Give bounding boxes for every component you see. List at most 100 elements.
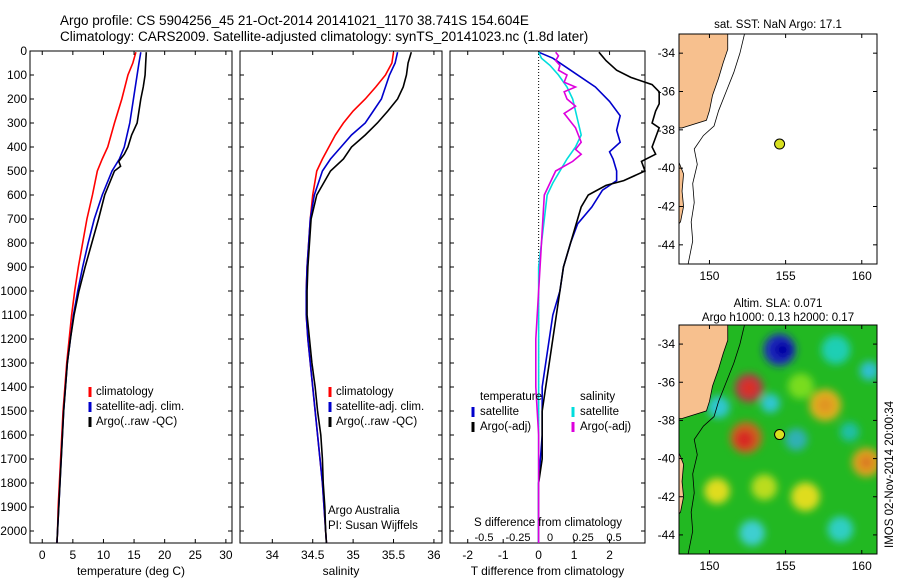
- lon-tick-label: 155: [776, 269, 796, 283]
- series-line-2-2: [305, 52, 399, 544]
- top-tick-label: -0.25: [505, 532, 530, 544]
- depth-contour: [687, 34, 745, 264]
- x-tick-label: 5: [70, 548, 77, 562]
- map-4-layers: [679, 34, 745, 264]
- lat-tick-label: -34: [658, 46, 676, 60]
- sla-anomaly-blob: [821, 335, 851, 365]
- y-tick-label: 500: [7, 164, 27, 178]
- legend-label: Argo(..raw -QC): [336, 416, 417, 428]
- series-line-1-2: [56, 52, 142, 544]
- legend-label: Argo(..raw -QC): [96, 416, 177, 428]
- panel-3-frame: [449, 50, 646, 544]
- depth-contour: [687, 325, 745, 554]
- lon-tick-label: 160: [852, 559, 872, 573]
- x-tick-label: 34.5: [301, 548, 325, 562]
- lon-tick-label: 150: [699, 559, 719, 573]
- x-tick-label: 15: [127, 548, 141, 562]
- y-tick-label: 900: [7, 260, 27, 274]
- x-tick-label: 2: [606, 548, 613, 562]
- top-tick-label: 0.25: [572, 532, 593, 544]
- map-4-frame: [678, 33, 878, 265]
- map-5-frame: [678, 324, 878, 555]
- y-tick-label: 0: [20, 44, 27, 58]
- top-tick-label: 0: [547, 532, 553, 544]
- y-tick-label: 1400: [0, 380, 27, 394]
- x-tick-label: 30: [219, 548, 233, 562]
- sla-anomaly-blob: [739, 520, 765, 546]
- lat-tick-label: -44: [658, 238, 676, 252]
- lat-tick-label: -40: [658, 452, 676, 466]
- panel-1-frame: [29, 50, 233, 544]
- lat-tick-label: -40: [658, 161, 676, 175]
- x-tick-label: 25: [189, 548, 203, 562]
- legend-label: Argo(-adj): [480, 421, 531, 433]
- legend-group-title: salinity: [580, 391, 615, 403]
- y-tick-label: 100: [7, 68, 27, 82]
- argo-float-marker: [774, 429, 786, 441]
- legend-label: climatology: [96, 386, 154, 398]
- lat-tick-label: -38: [658, 413, 676, 427]
- x-axis-label: salinity: [323, 564, 360, 578]
- legend-label: Argo(-adj): [580, 421, 631, 433]
- x-tick-label: 20: [158, 548, 172, 562]
- map-subtitle: Argo h1000: 0.13 h2000: 0.17: [702, 312, 854, 324]
- lat-tick-label: -36: [658, 85, 676, 99]
- legend-group-title: temperature: [480, 391, 542, 403]
- lat-tick-label: -36: [658, 375, 676, 389]
- x-tick-label: 35: [346, 548, 360, 562]
- series-line-3-2: [537, 51, 661, 543]
- y-tick-label: 1100: [1, 308, 27, 322]
- series-line-3-4: [534, 51, 583, 543]
- argo-float-marker: [774, 138, 786, 150]
- sla-anomaly-blob: [827, 516, 854, 542]
- lat-tick-label: -34: [658, 337, 676, 351]
- sla-anomaly-blob: [760, 393, 780, 413]
- x-tick-label: 36: [427, 548, 441, 562]
- x-tick-label: 34: [266, 548, 280, 562]
- sla-anomaly-blob: [859, 456, 873, 469]
- lon-tick-label: 160: [852, 269, 872, 283]
- tasmania-land: [679, 452, 684, 515]
- legend-label: satellite: [580, 406, 619, 418]
- y-tick-label: 700: [7, 212, 27, 226]
- land-mass: [679, 34, 729, 129]
- panel-2-frame: [239, 50, 443, 544]
- sla-anomaly-blob: [707, 395, 730, 419]
- lon-tick-label: 150: [699, 269, 719, 283]
- legend-label: climatology: [336, 386, 394, 398]
- y-tick-label: 1300: [0, 356, 27, 370]
- series-line-1-3: [56, 52, 148, 544]
- lon-tick-label: 155: [776, 559, 796, 573]
- legend-label: satellite-adj. clim.: [96, 401, 184, 413]
- series-line-2-1: [305, 52, 395, 544]
- sla-anomaly-blob: [817, 397, 834, 414]
- y-tick-label: 400: [7, 140, 27, 154]
- y-tick-label: 1600: [0, 428, 27, 442]
- x-tick-label: -1: [498, 548, 509, 562]
- legend-label: satellite: [480, 406, 519, 418]
- sla-anomaly-blob: [774, 341, 791, 358]
- y-tick-label: 1000: [0, 284, 27, 298]
- lat-tick-label: -42: [658, 490, 676, 504]
- sla-anomaly-blob: [734, 429, 755, 450]
- sla-anomaly-blob: [791, 482, 820, 512]
- lat-tick-label: -44: [658, 528, 676, 542]
- series-line-3-1: [537, 51, 622, 543]
- lat-tick-label: -38: [658, 123, 676, 137]
- sla-anomaly-blob: [741, 379, 758, 396]
- x-tick-label: -2: [462, 548, 473, 562]
- y-tick-label: 1500: [0, 404, 27, 418]
- sla-blobs: [704, 333, 877, 546]
- imos-timestamp-label: IMOS 02-Nov-2014 20:00:34: [884, 400, 896, 548]
- x-tick-label: 0: [39, 548, 46, 562]
- top-tick-label: -0.5: [475, 532, 494, 544]
- sla-anomaly-blob: [839, 422, 860, 442]
- series-line-2-3: [306, 51, 413, 544]
- map-5-layers: [679, 325, 877, 554]
- tasmania-land: [679, 162, 684, 225]
- y-tick-label: 1700: [0, 452, 27, 466]
- y-tick-label: 800: [7, 236, 27, 250]
- sla-anomaly-blob: [859, 361, 877, 381]
- y-tick-label: 1800: [0, 476, 27, 490]
